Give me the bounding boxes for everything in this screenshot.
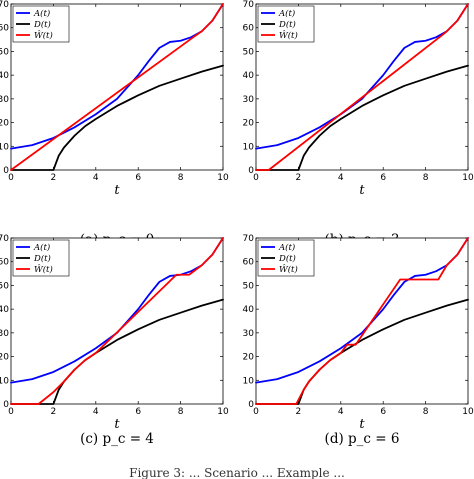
legend-label: D(t) xyxy=(33,253,51,264)
chart-panel-4: 0 2 4 6 8 10 0 10 20 30 40 50 60 70 t A(t)D(t)Ŵ(t) (d) p… xyxy=(243,234,474,447)
x-tick-label: 2 xyxy=(51,173,57,183)
series-line-3 xyxy=(10,3,224,171)
series-line-1 xyxy=(255,237,469,384)
y-tick-label: 20 xyxy=(243,119,255,129)
y-tick-label: 60 xyxy=(243,258,255,268)
y-tick-label: 40 xyxy=(0,71,9,81)
y-tick-label: 70 xyxy=(243,234,255,244)
series-line-2 xyxy=(255,64,469,171)
x-axis-label: t xyxy=(359,183,365,198)
x-axis-label: t xyxy=(114,417,120,432)
x-tick-label: 2 xyxy=(296,407,302,417)
series-line-2 xyxy=(10,64,224,171)
x-tick-label: 6 xyxy=(135,407,141,417)
y-tick-label: 20 xyxy=(0,353,9,363)
chart-panel-3: 0 2 4 6 8 10 0 10 20 30 40 50 60 70 t A(t)D(t)Ŵ(t) (c) p… xyxy=(0,234,229,447)
y-tick-label: 70 xyxy=(0,0,9,10)
x-tick-label: 10 xyxy=(217,407,229,417)
x-tick-label: 10 xyxy=(217,173,229,183)
y-tick-label: 50 xyxy=(0,47,9,57)
y-tick-label: 10 xyxy=(0,376,9,386)
x-tick-label: 8 xyxy=(178,407,184,417)
figure-caption: Figure 3: ... Scenario ... Example ... xyxy=(129,466,345,479)
x-tick-label: 2 xyxy=(296,173,302,183)
y-tick-label: 40 xyxy=(243,305,255,315)
y-tick-label: 30 xyxy=(243,329,255,339)
x-tick-label: 4 xyxy=(93,407,99,417)
y-tick-label: 40 xyxy=(243,71,255,81)
y-tick-label: 60 xyxy=(0,24,9,34)
y-tick-label: 60 xyxy=(243,24,255,34)
legend-box xyxy=(12,5,70,43)
legend-box xyxy=(257,5,315,43)
legend-label: Ŵ(t) xyxy=(34,29,53,41)
y-tick-label: 30 xyxy=(0,329,9,339)
series-line-3 xyxy=(255,237,469,405)
y-tick-label: 50 xyxy=(243,281,255,291)
y-tick-label: 0 xyxy=(248,400,254,410)
legend-label: Ŵ(t) xyxy=(279,263,298,275)
subfigure-caption: (d) p_c = 6 xyxy=(325,431,400,447)
x-tick-label: 10 xyxy=(462,173,474,183)
x-tick-label: 6 xyxy=(380,173,386,183)
legend-label: Ŵ(t) xyxy=(279,29,298,41)
legend-label: Ŵ(t) xyxy=(34,263,53,275)
y-tick-label: 70 xyxy=(0,234,9,244)
x-tick-label: 8 xyxy=(423,173,429,183)
x-tick-label: 0 xyxy=(253,407,259,417)
legend-label: D(t) xyxy=(33,19,51,30)
y-tick-label: 10 xyxy=(243,376,255,386)
y-tick-label: 50 xyxy=(243,47,255,57)
x-tick-label: 10 xyxy=(462,407,474,417)
x-tick-label: 8 xyxy=(423,407,429,417)
x-tick-label: 2 xyxy=(51,407,57,417)
y-tick-label: 60 xyxy=(0,258,9,268)
x-tick-label: 0 xyxy=(253,173,259,183)
y-tick-label: 40 xyxy=(0,305,9,315)
y-tick-label: 30 xyxy=(243,95,255,105)
y-tick-label: 0 xyxy=(248,166,254,176)
x-tick-label: 8 xyxy=(178,173,184,183)
legend-label: D(t) xyxy=(278,253,296,264)
x-tick-label: 0 xyxy=(8,407,14,417)
x-axis-label: t xyxy=(114,183,120,198)
y-tick-label: 30 xyxy=(0,95,9,105)
y-tick-label: 10 xyxy=(0,142,9,152)
x-axis-label: t xyxy=(359,417,365,432)
x-tick-label: 4 xyxy=(93,173,99,183)
legend-label: A(t) xyxy=(278,242,295,253)
x-tick-label: 4 xyxy=(338,173,344,183)
x-tick-label: 4 xyxy=(338,407,344,417)
legend-label: A(t) xyxy=(33,8,50,19)
subfigure-caption: (c) p_c = 4 xyxy=(80,431,154,447)
y-tick-label: 10 xyxy=(243,142,255,152)
x-tick-label: 6 xyxy=(135,173,141,183)
series-line-3 xyxy=(10,237,224,405)
legend-label: D(t) xyxy=(278,19,296,30)
y-tick-label: 20 xyxy=(0,119,9,129)
x-tick-label: 0 xyxy=(8,173,14,183)
y-tick-label: 0 xyxy=(3,400,9,410)
y-tick-label: 20 xyxy=(243,353,255,363)
legend-label: A(t) xyxy=(278,8,295,19)
y-tick-label: 50 xyxy=(0,281,9,291)
legend-label: A(t) xyxy=(33,242,50,253)
x-tick-label: 6 xyxy=(380,407,386,417)
y-tick-label: 0 xyxy=(3,166,9,176)
y-tick-label: 70 xyxy=(243,0,255,10)
series-line-3 xyxy=(255,3,469,171)
